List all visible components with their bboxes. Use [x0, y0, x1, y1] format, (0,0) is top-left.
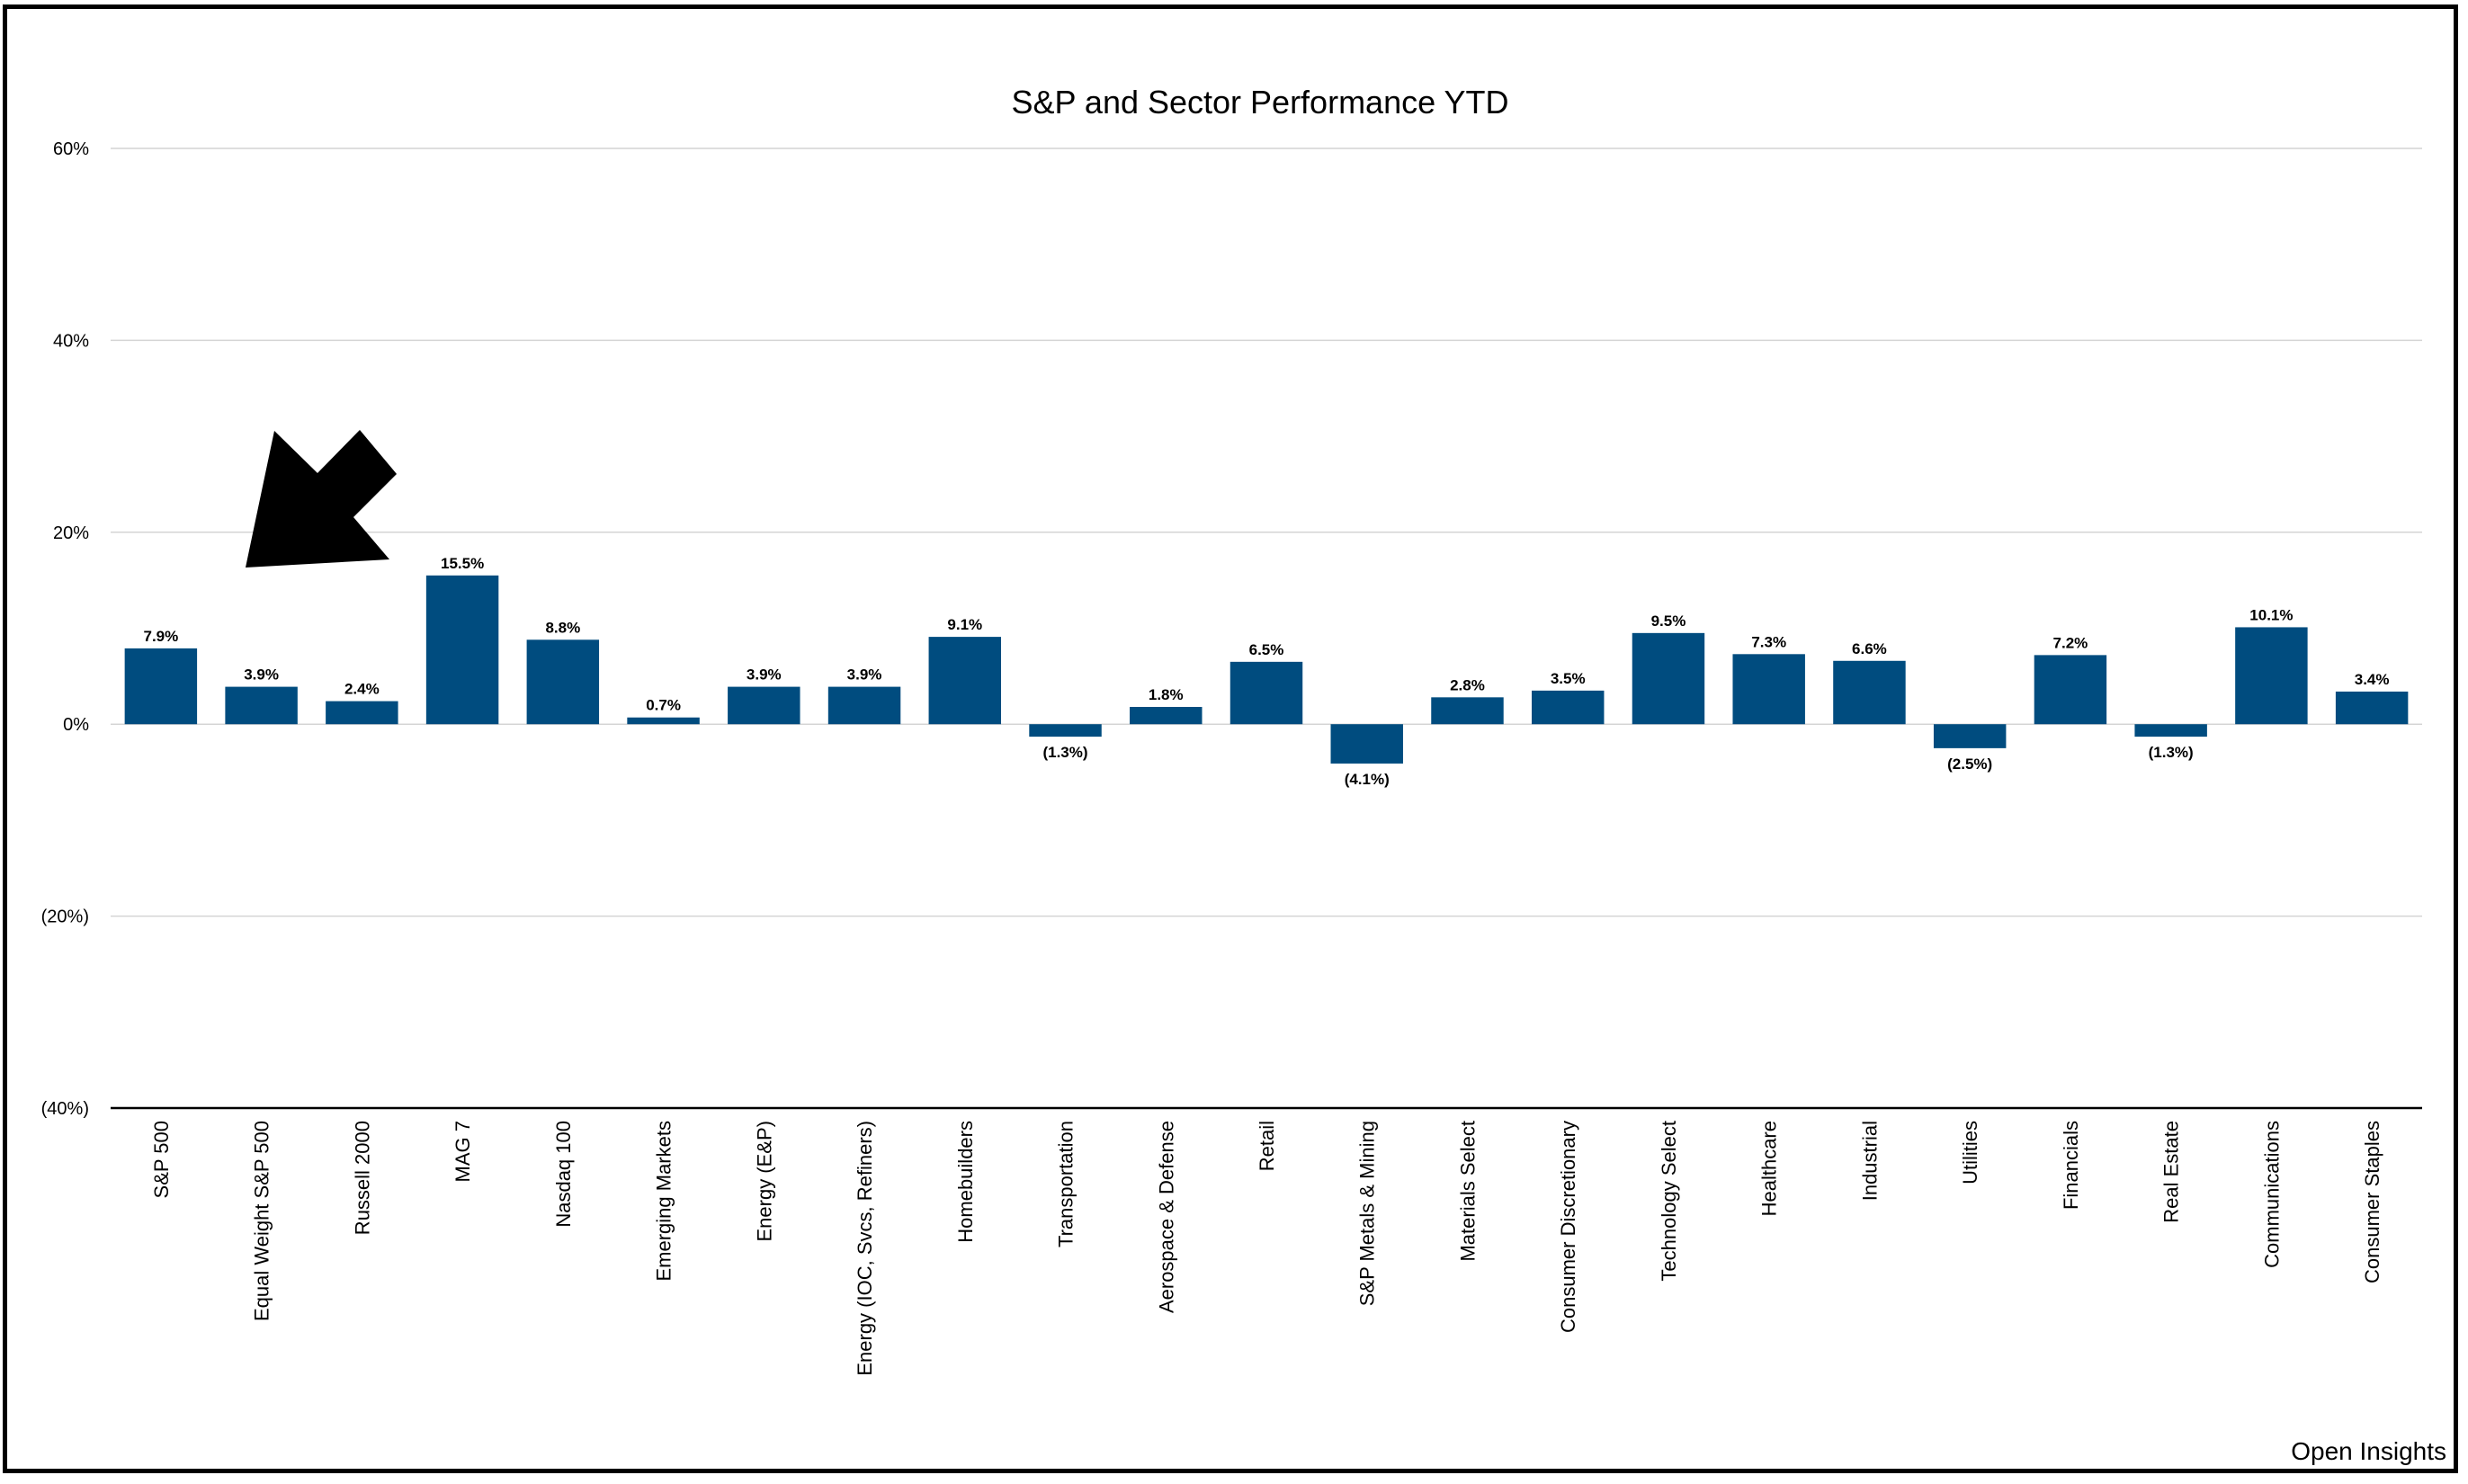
- data-label: 3.5%: [1551, 670, 1586, 687]
- bar: [627, 717, 700, 725]
- data-label: 3.9%: [747, 666, 782, 684]
- bar: [1431, 697, 1504, 725]
- x-tick-label: Energy (IOC, Svcs, Refiners): [854, 1121, 876, 1376]
- bar: [1531, 690, 1605, 725]
- x-tick-label: Russell 2000: [351, 1121, 373, 1235]
- data-label: 7.2%: [2053, 634, 2088, 651]
- y-tick-label: 0%: [63, 715, 89, 735]
- bar: [326, 701, 398, 725]
- bar: [1833, 660, 1906, 725]
- data-label: 10.1%: [2249, 606, 2293, 623]
- bar: [1029, 724, 1102, 738]
- data-label: (2.5%): [1947, 755, 1992, 773]
- x-tick-label: Energy (E&P): [753, 1121, 775, 1242]
- data-label: 3.9%: [244, 666, 279, 684]
- x-tick-label: Technology Select: [1658, 1121, 1680, 1282]
- x-tick-label: Consumer Discretionary: [1557, 1121, 1579, 1333]
- x-tick-label: Retail: [1256, 1121, 1278, 1171]
- x-tick-label: MAG 7: [452, 1121, 474, 1182]
- data-label: (1.3%): [2149, 744, 2194, 761]
- bar: [928, 637, 1002, 725]
- bar: [1632, 632, 1705, 725]
- bars: [124, 575, 2409, 764]
- data-label: (4.1%): [1345, 771, 1390, 788]
- data-label: 9.1%: [947, 616, 982, 633]
- x-axis: S&P 500 Equal Weight S&P 500 Russell 2000 M…: [150, 1121, 2383, 1376]
- y-axis: 60% 40% 20% 0% (20%) (40%): [41, 139, 90, 1119]
- y-tick-label: 60%: [53, 139, 89, 159]
- x-tick-label: Consumer Staples: [2361, 1121, 2383, 1283]
- bar: [1230, 661, 1303, 725]
- data-label: 7.9%: [143, 628, 178, 645]
- bar: [2034, 655, 2107, 725]
- data-label: (1.3%): [1042, 744, 1087, 761]
- bar: [827, 686, 901, 725]
- bar: [1732, 654, 1805, 725]
- bar: [2134, 724, 2207, 738]
- x-tick-label: Real Estate: [2160, 1121, 2183, 1223]
- data-label: 6.5%: [1249, 641, 1284, 658]
- bar: [728, 686, 800, 725]
- data-label: 7.3%: [1751, 633, 1786, 650]
- bar: [425, 575, 499, 725]
- bar: [1933, 724, 2007, 748]
- x-tick-label: Homebuilders: [954, 1121, 977, 1243]
- bar: [1130, 706, 1203, 725]
- bar: [526, 639, 600, 725]
- data-label: 0.7%: [646, 697, 681, 714]
- bar: [225, 686, 298, 725]
- watermark: Open Insights: [2291, 1437, 2446, 1465]
- chart-frame: S&P and Sector Performance YTD 60% 40% 20%…: [3, 4, 2458, 1473]
- data-labels: 7.9% 3.9% 2.4% 15.5% 8.8% 0.7% 3.9% 3.9% 9.1% (1.…: [143, 555, 2389, 788]
- y-tick-label: (40%): [41, 1099, 89, 1119]
- arrow-annotation-icon: [246, 430, 397, 568]
- bar-chart: S&P and Sector Performance YTD 60% 40% 20%…: [41, 84, 2446, 1465]
- data-label: 1.8%: [1149, 686, 1184, 703]
- x-tick-label: Materials Select: [1456, 1121, 1479, 1262]
- x-tick-label: S&P 500: [150, 1121, 173, 1198]
- data-label: 6.6%: [1852, 640, 1887, 657]
- y-tick-label: (20%): [41, 907, 89, 927]
- data-label: 15.5%: [441, 555, 484, 572]
- x-tick-label: Emerging Markets: [653, 1121, 675, 1282]
- data-label: 3.9%: [847, 666, 882, 684]
- x-tick-label: Aerospace & Defense: [1155, 1121, 1177, 1313]
- x-tick-label: Nasdaq 100: [552, 1121, 575, 1228]
- bar: [1330, 724, 1403, 764]
- x-tick-label: Healthcare: [1758, 1121, 1781, 1216]
- x-tick-label: Equal Weight S&P 500: [251, 1121, 273, 1321]
- x-tick-label: Transportation: [1055, 1121, 1078, 1247]
- y-tick-label: 20%: [53, 523, 89, 543]
- data-label: 8.8%: [545, 619, 580, 636]
- y-tick-label: 40%: [53, 331, 89, 351]
- data-label: 2.8%: [1450, 676, 1485, 693]
- x-tick-label: S&P Metals & Mining: [1356, 1121, 1379, 1306]
- bar: [124, 648, 198, 725]
- x-tick-label: Utilities: [1959, 1121, 1981, 1185]
- x-tick-label: Industrial: [1858, 1121, 1881, 1201]
- x-tick-label: Communications: [2260, 1121, 2283, 1268]
- x-tick-label: Financials: [2060, 1121, 2082, 1210]
- data-label: 3.4%: [2355, 671, 2390, 688]
- data-label: 2.4%: [344, 681, 380, 698]
- bar: [2235, 627, 2308, 725]
- bar: [2335, 691, 2409, 725]
- chart-title: S&P and Sector Performance YTD: [1012, 84, 1509, 121]
- data-label: 9.5%: [1651, 612, 1686, 630]
